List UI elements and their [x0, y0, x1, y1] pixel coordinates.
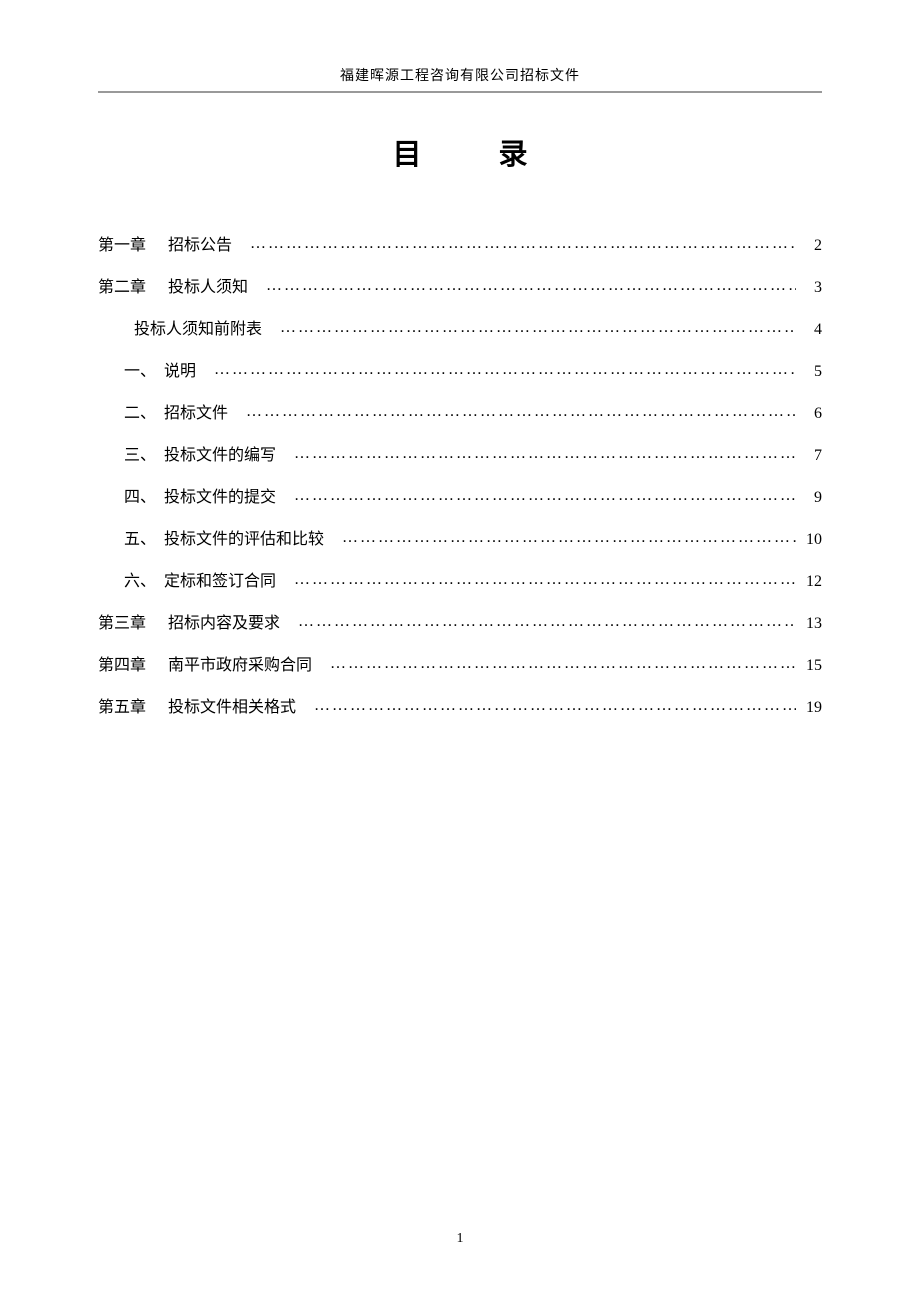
- toc-entry: 一、 说明 ……………………………………………………………………………………………: [98, 357, 822, 381]
- toc-prefix: 第二章: [98, 273, 146, 297]
- toc-prefix: 第三章: [98, 609, 146, 633]
- toc-label: 投标文件相关格式: [168, 693, 296, 717]
- toc-entry: 四、 投标文件的提交 ………………………………………………………………………………: [98, 483, 822, 507]
- toc-label: 投标文件的提交: [164, 483, 276, 507]
- toc-dots: …………………………………………………………………………………………………………: [298, 613, 796, 631]
- toc-dots: …………………………………………………………………………………………………………: [330, 655, 796, 673]
- page-number: 1: [0, 1231, 920, 1247]
- toc-label: 招标公告: [168, 231, 232, 255]
- toc-entry: 第一章 招标公告 ……………………………………………………………………………………: [98, 231, 822, 255]
- document-header: 福建晖源工程咨询有限公司招标文件: [98, 65, 822, 92]
- toc-entry: 五、 投标文件的评估和比较 ………………………………………………………………………: [98, 525, 822, 549]
- toc-dots: …………………………………………………………………………………………………………: [266, 277, 796, 295]
- toc-entry: 二、 招标文件 ………………………………………………………………………………………: [98, 399, 822, 423]
- toc-page: 6: [802, 405, 822, 423]
- toc-entry: 第四章 南平市政府采购合同 ………………………………………………………………………: [98, 651, 822, 675]
- toc-entry: 投标人须知前附表 ……………………………………………………………………………………: [98, 315, 822, 339]
- toc-page: 2: [802, 237, 822, 255]
- toc-prefix: 第四章: [98, 651, 146, 675]
- toc-container: 第一章 招标公告 ……………………………………………………………………………………: [98, 231, 822, 717]
- toc-prefix: 五、: [124, 525, 156, 549]
- toc-dots: …………………………………………………………………………………………………………: [342, 529, 796, 547]
- toc-page: 15: [802, 657, 822, 675]
- toc-page: 19: [802, 699, 822, 717]
- toc-entry: 六、 定标和签订合同 ………………………………………………………………………………: [98, 567, 822, 591]
- toc-page: 12: [802, 573, 822, 591]
- toc-page: 10: [802, 531, 822, 549]
- toc-page: 4: [802, 321, 822, 339]
- toc-prefix: 一、: [124, 357, 156, 381]
- toc-prefix: 第五章: [98, 693, 146, 717]
- toc-page: 7: [802, 447, 822, 465]
- toc-prefix: 四、: [124, 483, 156, 507]
- toc-entry: 第二章 投标人须知 …………………………………………………………………………………: [98, 273, 822, 297]
- toc-dots: …………………………………………………………………………………………………………: [246, 403, 796, 421]
- toc-prefix: 六、: [124, 567, 156, 591]
- toc-page: 3: [802, 279, 822, 297]
- toc-page: 13: [802, 615, 822, 633]
- toc-page: 5: [802, 363, 822, 381]
- toc-dots: …………………………………………………………………………………………………………: [214, 361, 796, 379]
- toc-prefix: 第一章: [98, 231, 146, 255]
- toc-dots: …………………………………………………………………………………………………………: [294, 571, 796, 589]
- toc-prefix: 二、: [124, 399, 156, 423]
- toc-label: 投标文件的评估和比较: [164, 525, 324, 549]
- page-container: 福建晖源工程咨询有限公司招标文件 目 录 第一章 招标公告 ……………………………: [0, 0, 920, 1302]
- toc-title: 目 录: [98, 131, 822, 173]
- toc-entry: 第五章 投标文件相关格式 …………………………………………………………………………: [98, 693, 822, 717]
- toc-page: 9: [802, 489, 822, 507]
- header-divider: [98, 91, 822, 93]
- toc-label: 说明: [164, 357, 196, 381]
- toc-label: 定标和签订合同: [164, 567, 276, 591]
- toc-label: 投标文件的编写: [164, 441, 276, 465]
- toc-dots: …………………………………………………………………………………………………………: [280, 319, 796, 337]
- toc-entry: 三、 投标文件的编写 ………………………………………………………………………………: [98, 441, 822, 465]
- toc-label: 招标内容及要求: [168, 609, 280, 633]
- toc-dots: …………………………………………………………………………………………………………: [294, 445, 796, 463]
- toc-entry: 第三章 招标内容及要求 ……………………………………………………………………………: [98, 609, 822, 633]
- toc-dots: …………………………………………………………………………………………………………: [294, 487, 796, 505]
- toc-dots: …………………………………………………………………………………………………………: [314, 697, 796, 715]
- toc-label: 投标人须知: [168, 273, 248, 297]
- toc-dots: …………………………………………………………………………………………………………: [250, 235, 796, 253]
- toc-label: 南平市政府采购合同: [168, 651, 312, 675]
- toc-label: 招标文件: [164, 399, 228, 423]
- toc-label: 投标人须知前附表: [134, 315, 262, 339]
- toc-prefix: 三、: [124, 441, 156, 465]
